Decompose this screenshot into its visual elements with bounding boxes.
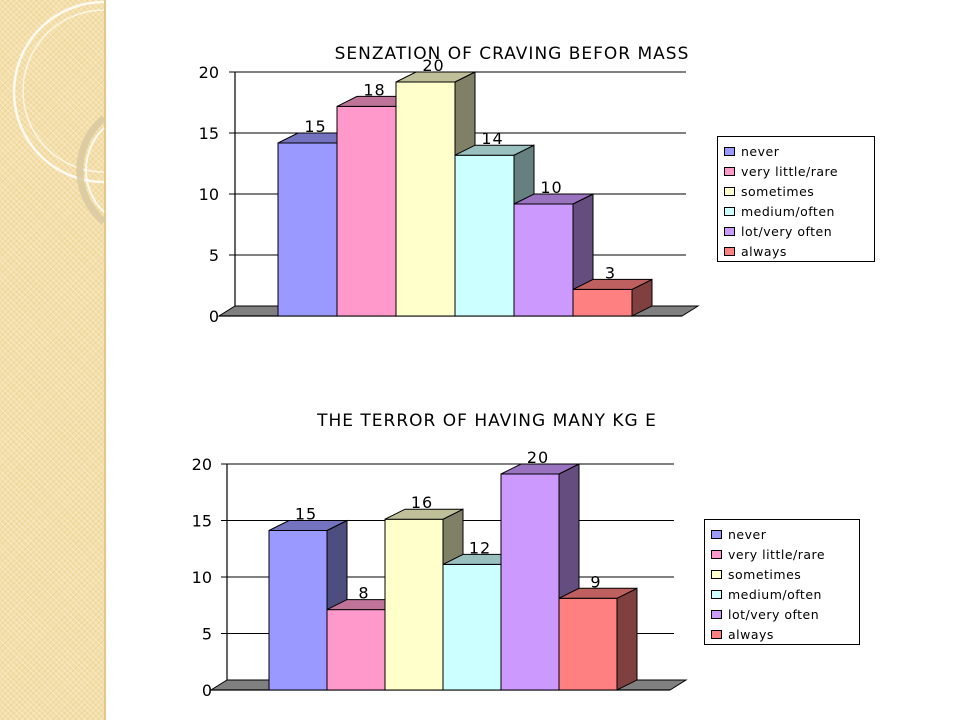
y-tick-label: 0 [202, 681, 212, 700]
y-tick-label: 20 [192, 455, 212, 474]
chart-terror-legend: never very little/rare sometimes medium/… [704, 519, 860, 645]
bar-data-label: 20 [422, 56, 444, 75]
legend-item-very-little-rare: very little/rare [711, 544, 853, 564]
bar-data-label: 14 [481, 129, 503, 148]
bar-front [326, 609, 386, 691]
legend-item-lot-very-often: lot/very often [724, 221, 868, 241]
legend-item-medium-often: medium/often [724, 201, 868, 221]
bar-top [395, 71, 476, 83]
bar-data-label: 20 [527, 448, 549, 467]
bar-data-label: 18 [363, 80, 385, 99]
legend-swatch [711, 629, 722, 639]
bar-data-label: 9 [590, 572, 601, 591]
chart-terror-title: THE TERROR OF HAVING MANY KG E [317, 411, 657, 431]
legend-label: very little/rare [728, 546, 826, 562]
bar-data-label: 15 [295, 505, 317, 524]
y-tick-label: 5 [209, 246, 219, 265]
legend-label: always [728, 626, 774, 642]
bar-top [384, 508, 464, 520]
legend-label: always [741, 243, 787, 259]
legend-label: lot/very often [728, 606, 820, 622]
legend-swatch [711, 529, 722, 539]
bar-top [454, 144, 535, 156]
y-tick-label: 0 [209, 307, 219, 326]
legend-label: medium/often [741, 203, 835, 219]
legend-label: never [741, 143, 780, 159]
legend-label: never [728, 526, 767, 542]
bar-data-label: 12 [469, 538, 491, 557]
legend-item-sometimes: sometimes [711, 564, 853, 584]
legend-item-never: never [711, 524, 853, 544]
legend-swatch [724, 226, 735, 236]
legend-label: very little/rare [741, 163, 839, 179]
bar-front [442, 563, 502, 691]
chart-craving-title: SENZATION OF CRAVING BEFOR MASS [334, 44, 690, 64]
chart-craving-legend: never very little/rare sometimes medium/… [717, 136, 875, 262]
legend-swatch [711, 609, 722, 619]
bar-data-label: 15 [304, 117, 326, 136]
bar-data-label: 10 [540, 178, 562, 197]
legend-item-lot-very-often: lot/very often [711, 604, 853, 624]
legend-item-very-little-rare: very little/rare [724, 161, 868, 181]
legend-label: sometimes [741, 183, 815, 199]
legend-label: sometimes [728, 566, 802, 582]
bar-data-label: 8 [358, 584, 369, 603]
y-tick-label: 15 [199, 124, 219, 143]
bar-front [454, 154, 515, 317]
legend-label: medium/often [728, 586, 822, 602]
legend-swatch [724, 206, 735, 216]
legend-swatch [724, 146, 735, 156]
legend-swatch [724, 166, 735, 176]
legend-swatch [711, 549, 722, 559]
legend-item-always: always [724, 241, 868, 261]
legend-swatch [724, 186, 735, 196]
y-tick-label: 15 [192, 512, 212, 531]
legend-item-medium-often: medium/often [711, 584, 853, 604]
bar-data-label: 16 [411, 493, 433, 512]
legend-item-sometimes: sometimes [724, 181, 868, 201]
y-tick-label: 5 [202, 625, 212, 644]
bar-top [572, 278, 653, 290]
bar-front [500, 473, 560, 691]
bar-top [513, 193, 594, 205]
bar-front [558, 597, 618, 691]
bar-front [572, 288, 633, 317]
bar-top [500, 463, 580, 475]
legend-label: lot/very often [741, 223, 833, 239]
y-tick-label: 20 [199, 63, 219, 82]
legend-item-always: always [711, 624, 853, 644]
legend-item-never: never [724, 141, 868, 161]
bar-front [513, 203, 574, 317]
y-tick-label: 10 [199, 185, 219, 204]
legend-swatch [724, 246, 735, 256]
legend-swatch [711, 569, 722, 579]
bar-top [558, 587, 638, 599]
bar-top [268, 520, 348, 531]
bar-front [268, 530, 328, 691]
side-strip-edge [104, 0, 106, 720]
bar-data-label: 3 [605, 263, 616, 282]
decorative-rings [12, 0, 107, 225]
y-tick-label: 10 [192, 568, 212, 587]
bar-side [616, 587, 638, 691]
legend-swatch [711, 589, 722, 599]
bar-front [384, 518, 444, 691]
